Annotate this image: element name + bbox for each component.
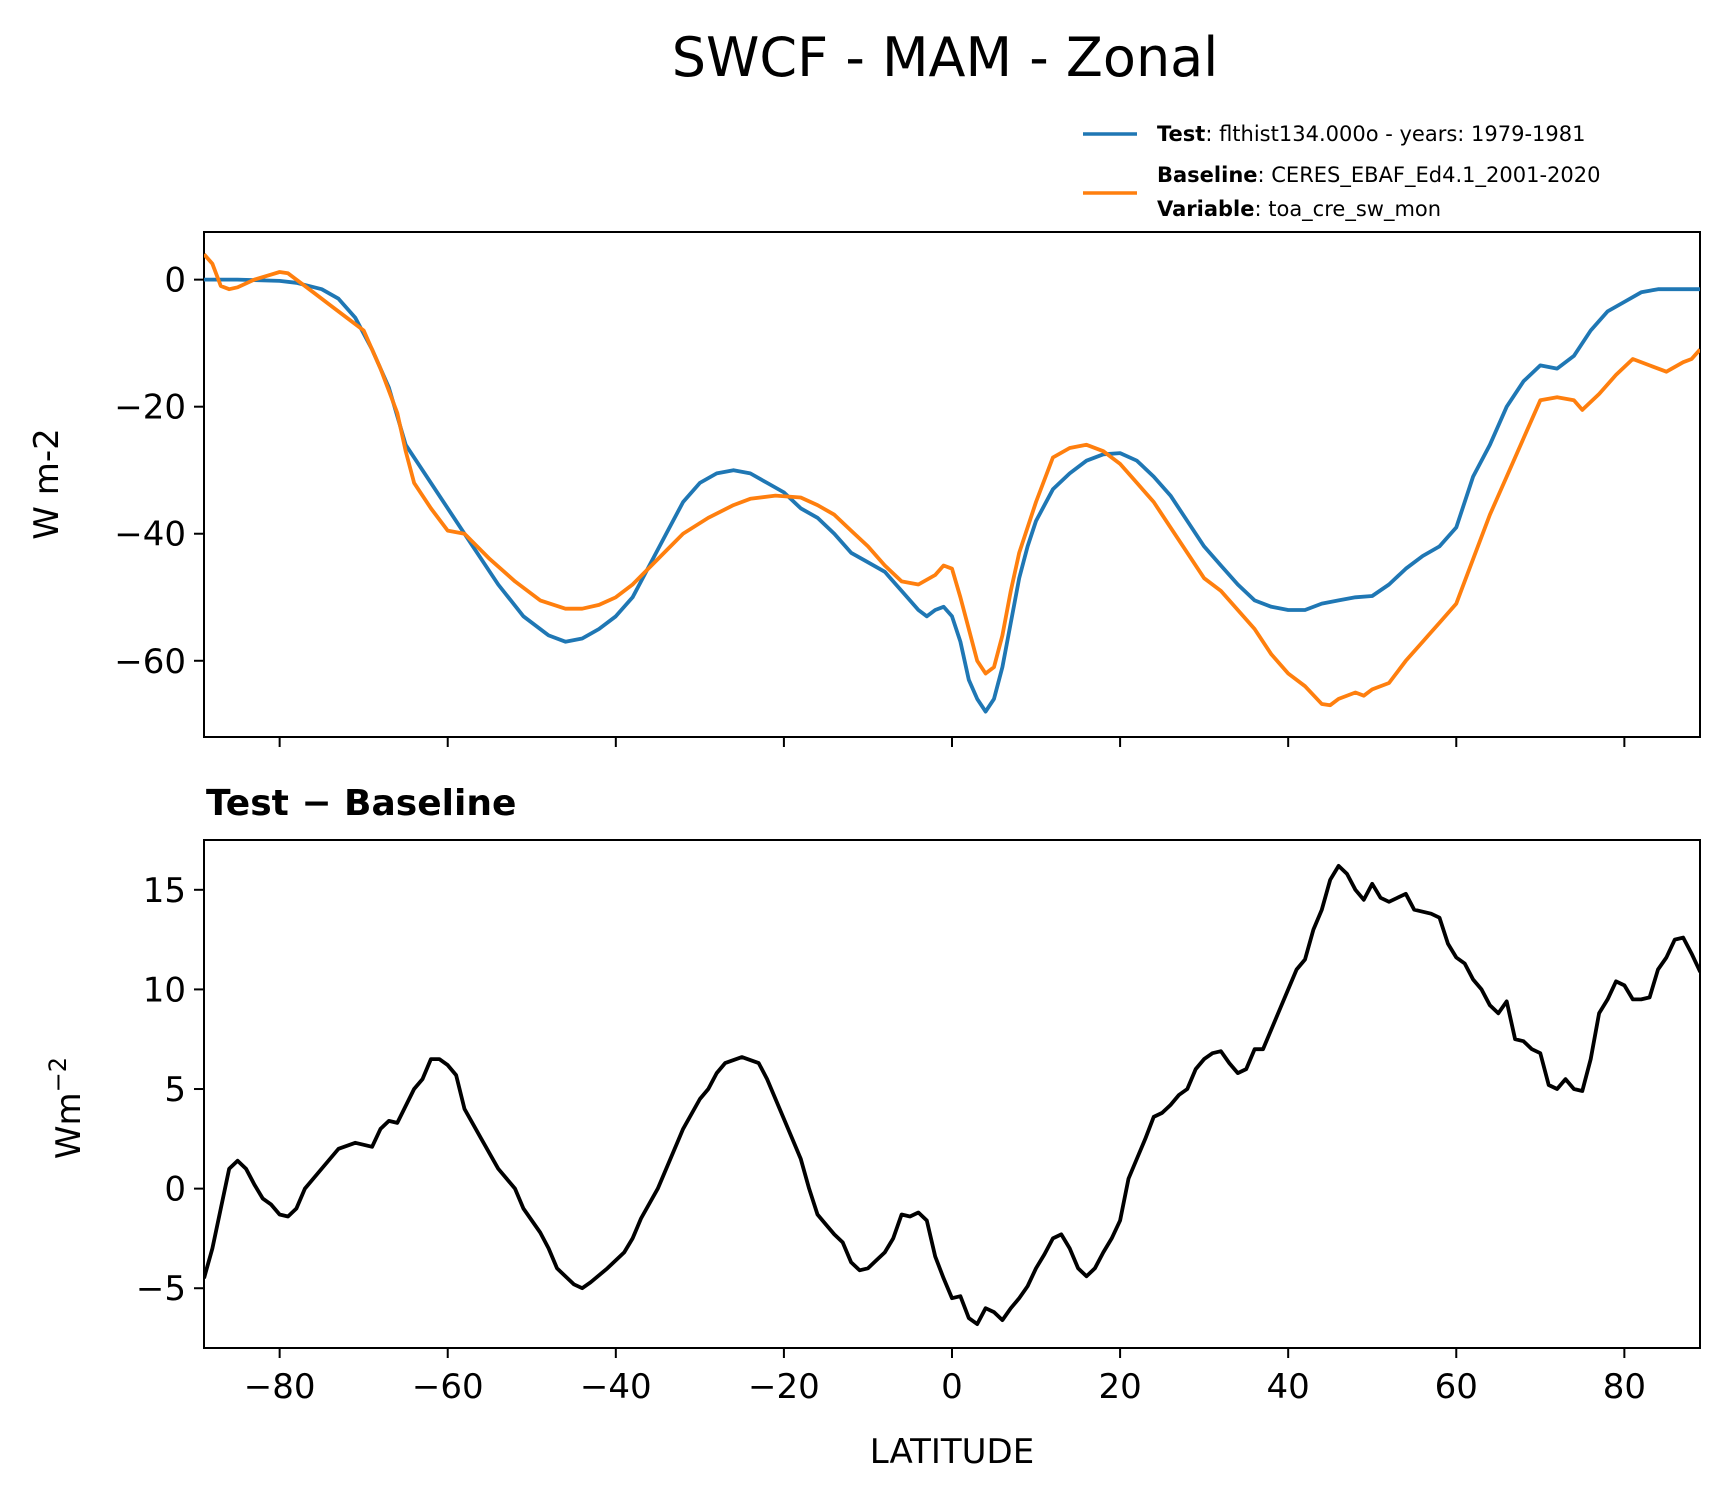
legend-baseline-entry: Baseline: CERES_EBAF_Ed4.1_2001-2020 xyxy=(1157,163,1600,188)
bottom-y-tick-label: −5 xyxy=(136,1269,186,1309)
legend-variable-key: Variable xyxy=(1157,197,1254,221)
bottom-series-line-difference xyxy=(204,864,1700,1326)
bottom-x-tick-label: −40 xyxy=(580,1367,652,1407)
top-series-group xyxy=(204,252,1700,714)
bottom-x-tick-label: 40 xyxy=(1267,1367,1310,1407)
legend-variable-entry: Variable: toa_cre_sw_mon xyxy=(1157,197,1441,222)
top-y-axis-label: W m-2 xyxy=(27,428,67,539)
top-y-tick-label: 0 xyxy=(164,261,186,301)
top-panel-frame xyxy=(203,231,1701,738)
top-y-tick-label: −60 xyxy=(114,642,186,682)
bottom-y-tick-label: 10 xyxy=(143,970,186,1010)
bottom-panel-title: Test − Baseline xyxy=(206,783,516,824)
legend-test-key: Test xyxy=(1157,122,1205,146)
legend-test-value: : flthist134.000o - years: 1979-1981 xyxy=(1205,122,1585,146)
bottom-y-tick-label: 0 xyxy=(164,1170,186,1210)
top-panel: 0 −20 −40 −60 W m-2 xyxy=(27,231,1701,747)
legend-variable-value: : toa_cre_sw_mon xyxy=(1254,197,1441,222)
bottom-series-group xyxy=(204,864,1700,1326)
bottom-x-tick-label: −20 xyxy=(748,1367,820,1407)
bottom-panel: Test − Baseline 15 10 5 0 −5 −80 −60 −40 −20 0 20… xyxy=(44,783,1701,1472)
bottom-x-axis: −80 −60 −40 −20 0 20 40 60 80 xyxy=(244,1348,1646,1407)
bottom-x-tick-label: 80 xyxy=(1603,1367,1646,1407)
top-x-axis xyxy=(278,737,1626,747)
legend: Test: flthist134.000o - years: 1979-1981… xyxy=(1083,122,1600,222)
top-y-axis: 0 −20 −40 −60 xyxy=(114,261,204,682)
bottom-y-axis: 15 10 5 0 −5 xyxy=(136,871,204,1309)
bottom-x-tick-label: 20 xyxy=(1098,1367,1141,1407)
bottom-y-tick-label: 15 xyxy=(143,871,186,911)
legend-baseline-key: Baseline xyxy=(1157,163,1258,187)
bottom-panel-frame xyxy=(203,839,1701,1349)
bottom-y-tick-label: 5 xyxy=(164,1070,186,1110)
legend-test-entry: Test: flthist134.000o - years: 1979-1981 xyxy=(1157,122,1585,146)
figure-title: SWCF - MAM - Zonal xyxy=(672,26,1219,89)
top-series-line-test xyxy=(204,277,1700,714)
bottom-x-tick-label: 60 xyxy=(1435,1367,1478,1407)
bottom-y-axis-label-base: Wm xyxy=(49,1092,89,1159)
top-y-tick-label: −20 xyxy=(114,388,186,428)
top-y-tick-label: −40 xyxy=(114,515,186,555)
top-series-line-baseline xyxy=(204,252,1700,708)
bottom-x-tick-label: −80 xyxy=(244,1367,316,1407)
bottom-y-axis-label-exponent: −2 xyxy=(44,1057,72,1092)
x-axis-label: LATITUDE xyxy=(870,1432,1034,1472)
bottom-x-tick-label: −60 xyxy=(412,1367,484,1407)
legend-baseline-value: : CERES_EBAF_Ed4.1_2001-2020 xyxy=(1258,163,1601,188)
bottom-y-axis-label: Wm−2 xyxy=(44,1057,89,1159)
bottom-x-tick-label: 0 xyxy=(941,1367,963,1407)
